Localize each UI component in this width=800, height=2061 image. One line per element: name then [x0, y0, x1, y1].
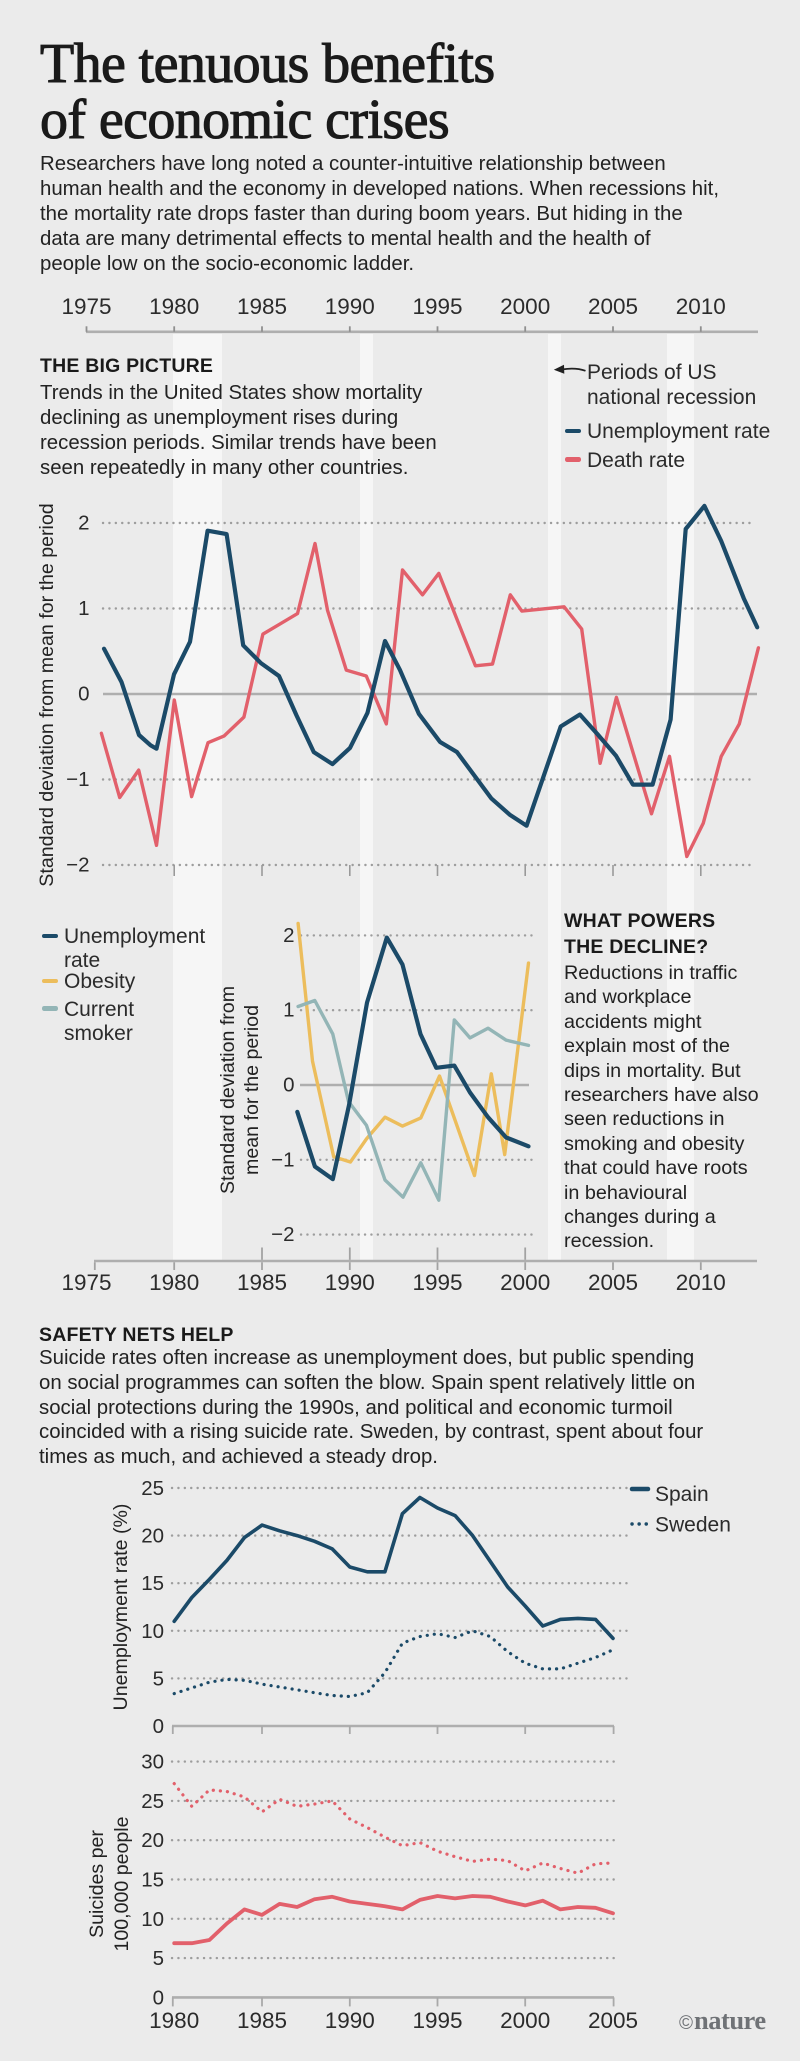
svg-text:©nature: ©nature [679, 2005, 766, 2035]
svg-text:2005: 2005 [588, 1270, 638, 1295]
svg-text:2000: 2000 [500, 2008, 550, 2033]
svg-text:1995: 1995 [412, 2008, 462, 2033]
svg-text:1990: 1990 [325, 2008, 375, 2033]
svg-text:2010: 2010 [676, 294, 726, 319]
svg-text:15: 15 [141, 1869, 164, 1892]
svg-text:10: 10 [141, 1620, 164, 1643]
svg-text:2010: 2010 [676, 1270, 726, 1295]
svg-text:30: 30 [141, 1751, 164, 1774]
svg-text:0: 0 [78, 683, 89, 706]
svg-text:Standard deviation from: Standard deviation from [217, 986, 239, 1194]
svg-text:1980: 1980 [149, 294, 199, 319]
svg-text:Standard deviation from mean f: Standard deviation from mean for the per… [36, 503, 58, 886]
svg-text:1985: 1985 [237, 1270, 287, 1295]
svg-text:mean for the period: mean for the period [241, 1005, 263, 1175]
svg-text:0: 0 [153, 1986, 164, 2009]
svg-text:2: 2 [78, 512, 89, 535]
svg-text:2005: 2005 [588, 294, 638, 319]
svg-text:15: 15 [141, 1572, 164, 1595]
svg-text:100,000 people: 100,000 people [111, 1816, 133, 1951]
svg-text:2000: 2000 [500, 294, 550, 319]
svg-text:25: 25 [141, 1477, 164, 1500]
svg-text:1: 1 [78, 597, 89, 620]
svg-text:1980: 1980 [149, 2008, 199, 2033]
svg-text:0: 0 [153, 1715, 164, 1738]
svg-text:2005: 2005 [588, 2008, 638, 2033]
svg-text:1975: 1975 [61, 294, 111, 319]
svg-text:1995: 1995 [412, 1270, 462, 1295]
svg-text:5: 5 [153, 1667, 164, 1690]
svg-text:2: 2 [283, 924, 294, 947]
svg-text:1980: 1980 [149, 1270, 199, 1295]
svg-text:1975: 1975 [61, 1270, 111, 1295]
svg-text:25: 25 [141, 1790, 164, 1813]
svg-text:1990: 1990 [325, 294, 375, 319]
svg-text:2000: 2000 [500, 1270, 550, 1295]
svg-text:5: 5 [153, 1947, 164, 1970]
svg-text:−2: −2 [66, 854, 89, 877]
svg-text:20: 20 [141, 1525, 164, 1548]
svg-text:1: 1 [283, 999, 294, 1022]
svg-text:1985: 1985 [237, 2008, 287, 2033]
svg-text:20: 20 [141, 1829, 164, 1852]
svg-text:Spain: Spain [655, 1483, 709, 1506]
svg-text:10: 10 [141, 1908, 164, 1931]
svg-text:−1: −1 [66, 768, 89, 791]
svg-text:1995: 1995 [412, 294, 462, 319]
svg-text:1990: 1990 [325, 1270, 375, 1295]
svg-text:Suicides per: Suicides per [86, 1830, 108, 1938]
svg-text:Sweden: Sweden [655, 1514, 731, 1537]
svg-text:Unemployment rate (%): Unemployment rate (%) [110, 1504, 132, 1711]
svg-text:−2: −2 [271, 1223, 294, 1246]
svg-text:−1: −1 [271, 1148, 294, 1171]
svg-text:1985: 1985 [237, 294, 287, 319]
svg-text:0: 0 [283, 1074, 294, 1097]
